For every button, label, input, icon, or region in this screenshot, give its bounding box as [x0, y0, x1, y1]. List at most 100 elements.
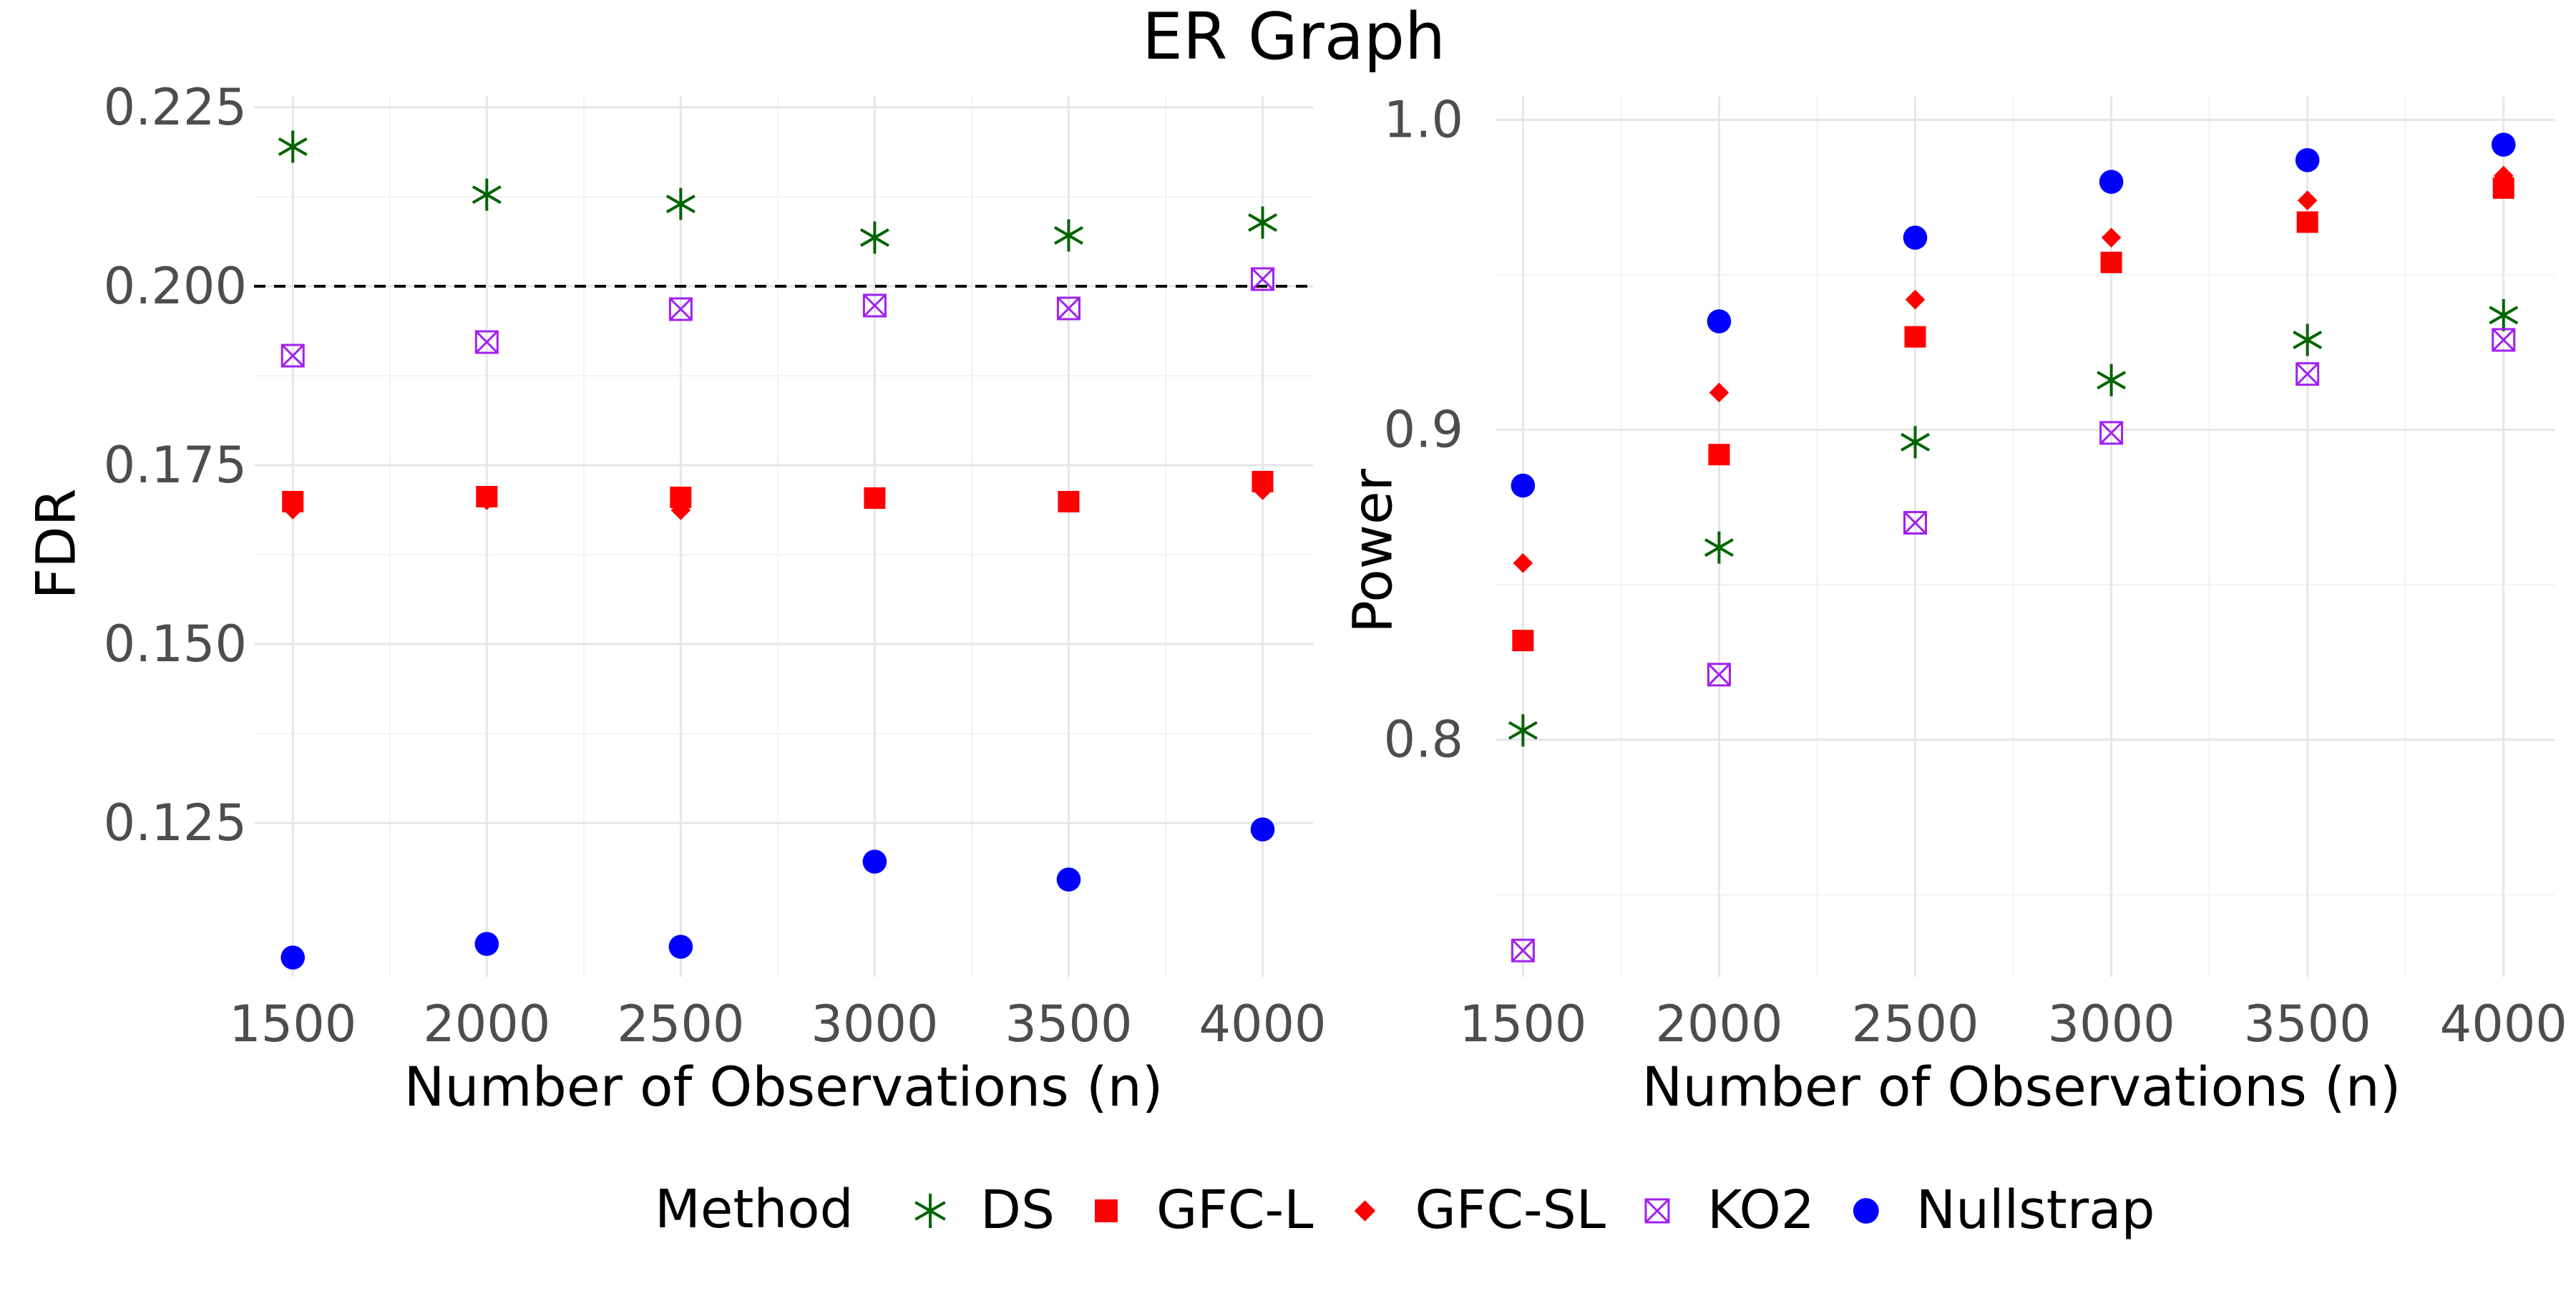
fdr-point-gfc-sl: [283, 500, 303, 520]
fdr-point-gfc-sl: [670, 500, 691, 520]
legend-key-gfc-l: [1094, 1199, 1118, 1222]
power-x-axis-label: Number of Observations (n): [1642, 1055, 2401, 1119]
fdr-point-nullstrap: [668, 935, 693, 959]
legend-label-ko2: KO2: [1707, 1179, 1815, 1241]
power-series-ko2: [1511, 328, 2516, 963]
legend-key-nullstrap: [1853, 1198, 1879, 1224]
power-point-nullstrap: [2491, 132, 2516, 157]
legend-key-ds: [914, 1194, 946, 1228]
fdr-point-ds: [665, 187, 696, 220]
legend-label-gfc-l: GFC-L: [1156, 1179, 1314, 1241]
power-x-tick-label: 2500: [1851, 995, 1979, 1053]
fdr-point-nullstrap: [1056, 867, 1081, 892]
fdr-point-gfc-sl: [477, 490, 497, 510]
power-point-gfc-l: [2296, 211, 2318, 233]
legend-label-nullstrap: Nullstrap: [1916, 1179, 2155, 1241]
power-series-gfc-l: [1512, 177, 2514, 652]
fdr-y-axis-label: FDR: [24, 488, 88, 599]
power-y-tick-label: 0.9: [1384, 401, 1463, 459]
power-point-ds: [1508, 714, 1538, 747]
power-series-nullstrap: [1511, 132, 2516, 498]
power-x-tick-label: 4000: [2440, 995, 2567, 1053]
fdr-series-nullstrap: [280, 817, 1275, 970]
power-series-gfc-sl: [1513, 165, 2514, 573]
power-x-tick-label: 3500: [2244, 995, 2371, 1053]
power-point-gfc-l: [1512, 630, 1534, 652]
power-point-nullstrap: [1707, 309, 1732, 333]
power-point-ds: [1704, 531, 1734, 564]
fdr-point-ko2: [668, 297, 693, 321]
legend-label-gfc-sl: GFC-SL: [1415, 1179, 1605, 1241]
fdr-x-axis-label: Number of Observations (n): [404, 1055, 1163, 1119]
fdr-y-tick-label: 0.175: [104, 436, 247, 495]
figure-title: ER Graph: [1142, 0, 1445, 74]
fdr-point-ko2: [862, 293, 887, 318]
fdr-point-nullstrap: [474, 932, 499, 956]
power-point-nullstrap: [2295, 147, 2320, 172]
power-series-ds: [1508, 298, 2519, 747]
power-point-gfc-l: [1708, 444, 1730, 466]
legend: Method DS GFC-L GFC-SL KO2 Nullstrap: [655, 1179, 2155, 1241]
legend-label-ds: DS: [980, 1179, 1055, 1241]
fdr-point-ds: [1053, 219, 1083, 252]
fdr-x-tick-label: 4000: [1199, 995, 1326, 1053]
power-point-gfc-sl: [1905, 289, 1926, 310]
power-x-tick-label: 3000: [2048, 995, 2175, 1053]
power-gridlines: [1496, 97, 2555, 977]
fdr-series-ko2: [280, 267, 1275, 368]
power-y-tick-label: 0.8: [1384, 711, 1463, 769]
power-point-nullstrap: [1511, 473, 1536, 498]
power-point-ds: [2489, 298, 2519, 331]
fdr-point-ko2: [280, 344, 305, 368]
legend-key-ko2: [1644, 1198, 1670, 1224]
power-point-ko2: [2296, 362, 2320, 386]
power-point-gfc-l: [1904, 326, 1926, 348]
fdr-point-ko2: [474, 330, 499, 354]
fdr-y-tick-label: 0.150: [104, 615, 247, 673]
power-point-ko2: [2492, 328, 2516, 352]
fdr-panel: 0.125 0.150 0.175 0.200 0.225 1500 2000 2500 300…: [24, 78, 1327, 1119]
power-point-ds: [2097, 364, 2127, 396]
fdr-x-tick-label: 2500: [617, 995, 744, 1053]
power-point-ko2: [2099, 421, 2124, 445]
fdr-point-ds: [859, 221, 889, 254]
fdr-point-nullstrap: [280, 945, 306, 970]
fdr-point-gfc-sl: [1058, 493, 1079, 513]
legend-title: Method: [655, 1179, 854, 1240]
fdr-series-ds: [278, 130, 1278, 254]
power-point-gfc-sl: [2297, 190, 2318, 210]
power-point-ds: [2293, 323, 2323, 356]
fdr-y-tick-label: 0.125: [104, 794, 247, 852]
power-point-gfc-l: [2100, 251, 2122, 273]
power-point-nullstrap: [2099, 170, 2124, 194]
power-point-nullstrap: [1903, 225, 1928, 250]
power-point-ko2: [1707, 663, 1731, 687]
power-point-gfc-sl: [2493, 165, 2514, 186]
fdr-point-ds: [1248, 206, 1278, 239]
fdr-x-tick-label: 3500: [1005, 995, 1132, 1053]
fdr-y-tick-label: 0.225: [104, 78, 247, 137]
power-point-gfc-sl: [2101, 228, 2122, 248]
legend-key-gfc-sl: [1354, 1200, 1376, 1222]
fdr-point-nullstrap: [862, 849, 887, 874]
fdr-x-tick-label: 3000: [811, 995, 938, 1053]
fdr-point-ko2: [1056, 296, 1080, 321]
power-point-ko2: [1511, 938, 1535, 963]
power-x-tick-label: 1500: [1459, 995, 1586, 1053]
fdr-point-gfc-sl: [864, 489, 885, 509]
power-x-tick-label: 2000: [1655, 995, 1782, 1053]
power-point-ds: [1901, 426, 1931, 459]
fdr-point-nullstrap: [1250, 817, 1275, 842]
fdr-y-tick-label: 0.200: [104, 257, 247, 316]
power-panel: 0.8 0.9 1.0 1500 2000 2500 3000 3500 4000 Number …: [1341, 90, 2567, 1119]
fdr-gridlines: [254, 97, 1313, 977]
fdr-x-tick-label: 1500: [229, 995, 356, 1053]
fdr-point-gfc-sl: [1252, 480, 1273, 500]
power-y-axis-label: Power: [1341, 468, 1405, 633]
power-point-gfc-sl: [1709, 382, 1729, 403]
power-y-tick-label: 1.0: [1384, 90, 1463, 149]
fdr-series-gfc-sl: [283, 480, 1273, 520]
fdr-point-ko2: [1251, 267, 1275, 291]
